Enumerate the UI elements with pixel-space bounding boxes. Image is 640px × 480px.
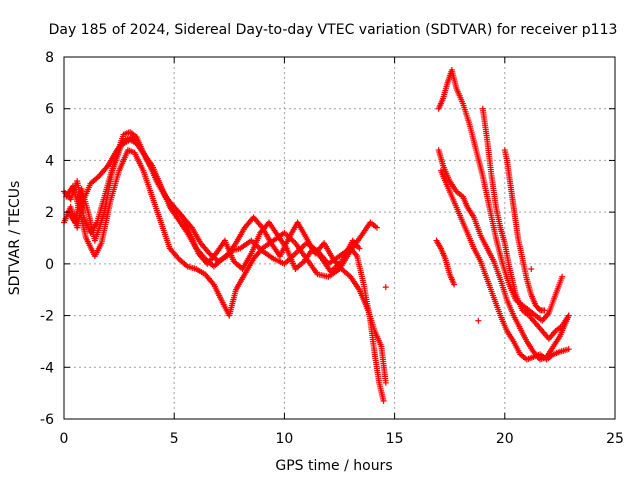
data-points: [61, 66, 572, 404]
x-tick-label: 0: [60, 431, 69, 447]
y-tick-label: 8: [45, 50, 54, 66]
series-trace-4: [61, 128, 363, 275]
data-point: [559, 273, 566, 280]
grid-lines: [64, 57, 615, 419]
series-trace-8: [479, 105, 572, 342]
data-point: [528, 266, 535, 273]
data-point: [451, 281, 458, 288]
y-tick-label: -4: [40, 360, 54, 376]
x-tick-label: 25: [606, 431, 624, 447]
x-tick-label: 5: [170, 431, 179, 447]
y-tick-label: 2: [45, 205, 54, 221]
y-tick-label: -2: [40, 309, 54, 325]
data-point: [565, 312, 572, 319]
y-axis-label: SDTVAR / TECUs: [7, 181, 23, 296]
data-point: [475, 317, 482, 324]
data-point: [373, 224, 380, 231]
x-tick-label: 10: [275, 431, 293, 447]
series-trace-10: [433, 237, 458, 288]
data-point: [541, 307, 548, 314]
series-trace-9: [501, 147, 548, 314]
series-isolated: [382, 266, 535, 324]
axis-ticks: 0 5 10 15 20 25 -6 -4 -2 0 2 4 6 8: [40, 50, 624, 447]
chart-title: Day 185 of 2024, Sidereal Day-to-day VTE…: [49, 22, 618, 38]
plot-frame: [63, 56, 616, 420]
data-point: [380, 397, 387, 404]
series-trace-5: [435, 66, 566, 324]
data-point: [382, 379, 389, 386]
y-tick-label: 6: [45, 102, 54, 118]
y-tick-label: 0: [45, 257, 54, 273]
x-tick-label: 20: [496, 431, 514, 447]
y-tick-label: -6: [40, 412, 54, 428]
data-point: [356, 245, 363, 252]
data-point: [565, 346, 572, 353]
data-point: [382, 284, 389, 291]
series-trace-7: [437, 167, 572, 363]
x-tick-label: 15: [386, 431, 404, 447]
series-trace-6: [435, 147, 572, 363]
x-axis-label: GPS time / hours: [275, 458, 392, 474]
y-tick-label: 4: [45, 153, 54, 169]
